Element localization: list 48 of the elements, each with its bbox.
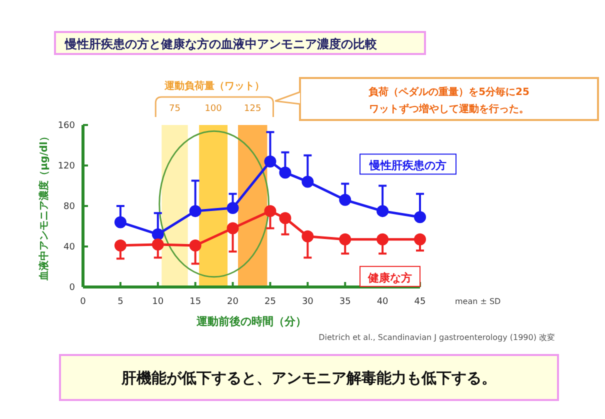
x-tick-label: 5 [118, 297, 124, 307]
band-label: 125 [244, 104, 262, 114]
point [279, 166, 292, 179]
x-tick-label: 40 [376, 297, 389, 307]
band-label: 100 [204, 104, 222, 114]
point [189, 239, 202, 252]
y-tick-label: 120 [58, 162, 76, 172]
point [226, 222, 239, 234]
point [339, 194, 352, 206]
y-tick-label: 0 [69, 283, 76, 293]
point [302, 176, 314, 188]
point [339, 233, 352, 246]
x-tick-label: 30 [302, 297, 314, 307]
text: mean ± SD [455, 297, 501, 306]
x-tick-label: 20 [227, 297, 239, 307]
x-axis-title: 運動前後の時間（分） [196, 315, 306, 328]
text: 運動負荷量（ワット） [163, 80, 264, 92]
chart-title: 慢性肝疾患の方と健康な方の血液中アンモニア濃度の比較 [64, 37, 378, 51]
x-tick-label: 25 [264, 297, 276, 307]
x-tick-label: 10 [152, 297, 164, 307]
y-tick-label: 160 [58, 121, 76, 131]
point [152, 238, 164, 250]
x-tick-label: 35 [339, 297, 351, 307]
point [376, 233, 389, 246]
y-axis-title: 血液中アンモニア濃度（μg/dl） [38, 132, 50, 282]
point [414, 211, 426, 224]
point [226, 202, 239, 214]
text: 負荷（ペダルの重量）を5分毎に25ワットずつ増やして運動を行った。 [368, 86, 530, 115]
point [414, 233, 426, 246]
text: Dietrich et al., Scandinavian J gastroenterology (1990) 改変 [318, 333, 555, 342]
point [264, 205, 276, 218]
point [114, 239, 126, 252]
point [279, 212, 292, 224]
x-tick-label: 45 [414, 297, 426, 307]
point [152, 228, 164, 240]
y-tick-label: 80 [64, 202, 76, 212]
point [376, 205, 389, 218]
text: 慢性肝疾患の方 [368, 159, 446, 172]
x-tick-label: 0 [80, 297, 86, 307]
y-tick-label: 40 [64, 242, 76, 252]
point [302, 230, 314, 242]
point [189, 205, 202, 218]
text: 健康な方 [367, 271, 412, 284]
point [114, 216, 126, 228]
x-tick-label: 15 [190, 297, 202, 307]
text: 肝機能が低下すると、アンモニア解毒能力も低下する。 [120, 369, 496, 387]
point [264, 155, 276, 168]
band-label: 75 [169, 104, 180, 114]
